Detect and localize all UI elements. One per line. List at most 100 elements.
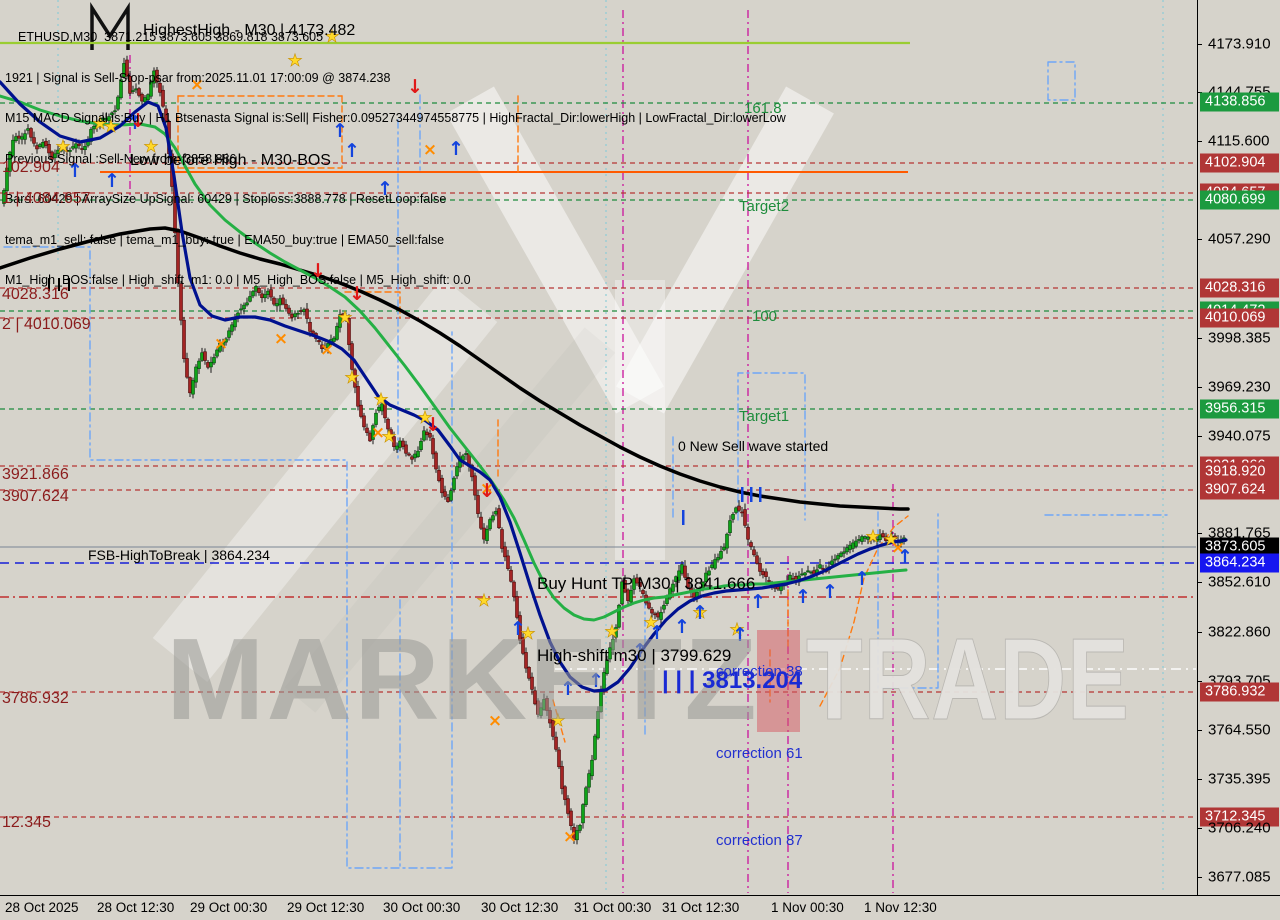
axis-tick xyxy=(1198,877,1202,878)
svg-text:↑: ↑ xyxy=(127,112,143,134)
x-axis-label: 1 Nov 00:30 xyxy=(771,900,844,915)
fib-100-label: 100 xyxy=(752,308,778,325)
svg-text:★: ★ xyxy=(324,27,339,47)
x-axis-label: 30 Oct 00:30 xyxy=(383,900,461,915)
axis-tick xyxy=(1198,582,1202,583)
y-axis-label: 3677.085 xyxy=(1208,868,1271,886)
axis-tick xyxy=(1198,338,1202,339)
svg-text:×: × xyxy=(480,479,494,499)
buy-hunt-tp-label: Buy Hunt TP M30 | 3841.666 xyxy=(537,574,756,593)
ma-navy-line xyxy=(0,80,908,693)
high-shift-label: High-shift m30 | 3799.629 xyxy=(537,646,732,665)
svg-text:↑: ↑ xyxy=(332,120,348,142)
y-axis-price-badge: 3864.234 xyxy=(1200,553,1279,573)
left-price-label: 102.904 xyxy=(2,159,60,176)
svg-text:×: × xyxy=(274,329,288,349)
svg-text:↑: ↑ xyxy=(104,170,120,192)
indicator-info-panel: ETHUSD,M30 3871.215 3873.605 3869.818 38… xyxy=(5,4,786,315)
correction-61-label: correction 61 xyxy=(716,745,803,762)
svg-text:★: ★ xyxy=(344,368,359,388)
y-axis-price-badge: 4102.904 xyxy=(1200,153,1279,173)
svg-text:↑: ↑ xyxy=(674,616,690,638)
y-axis-price-badge: 4138.856 xyxy=(1200,92,1279,112)
low-before-high-label: Low before High - M30-BOS xyxy=(130,152,331,169)
axis-tick xyxy=(1198,533,1202,534)
y-axis-label: 3822.860 xyxy=(1208,623,1271,641)
axis-tick xyxy=(1198,436,1202,437)
y-axis-label: 3998.385 xyxy=(1208,329,1271,347)
svg-text:↑: ↑ xyxy=(510,618,526,640)
svg-text:↑: ↑ xyxy=(649,622,665,644)
svg-text:↑: ↑ xyxy=(795,586,811,608)
svg-text:★: ★ xyxy=(604,622,619,642)
axis-tick xyxy=(1198,828,1202,829)
target2-label: Target2 xyxy=(739,198,790,215)
svg-text:×: × xyxy=(891,538,905,558)
macd-fisher-line: M15 MACD Signal is:Buy | H1 Btsenasta Si… xyxy=(5,111,786,125)
left-price-label: 1 | 4084.657 xyxy=(2,190,91,207)
svg-text:★: ★ xyxy=(692,603,707,623)
svg-text:↑: ↑ xyxy=(822,581,838,603)
star-signal-markers: ★★★★★★★★★★★★★★★ ★ ★★★ ★ xyxy=(55,27,899,732)
watermark-red-bar xyxy=(757,630,800,732)
bars-stoploss-line: Bars: 60429 | ArraySize UpSignal: 60429 … xyxy=(5,192,447,206)
cross-exit-markers: × × × × × × × × × × xyxy=(190,75,905,847)
x-axis-label: 30 Oct 12:30 xyxy=(481,900,559,915)
svg-text:★: ★ xyxy=(55,137,70,157)
svg-text:★: ★ xyxy=(520,624,535,644)
svg-text:↑: ↑ xyxy=(560,678,576,700)
svg-text:★: ★ xyxy=(550,711,565,731)
svg-text:×: × xyxy=(190,75,204,95)
left-price-label: 3921.866 xyxy=(2,466,69,483)
svg-text:★: ★ xyxy=(729,620,744,640)
axis-tick xyxy=(1198,141,1202,142)
ma-black-line xyxy=(0,226,910,511)
svg-text:↑: ↑ xyxy=(344,140,360,162)
svg-text:↓: ↓ xyxy=(130,110,146,132)
time-axis[interactable]: 28 Oct 2025 28 Oct 12:30 29 Oct 00:30 29 Oc… xyxy=(0,895,1280,920)
watermark-brand-left: MARKETZ xyxy=(166,614,759,744)
svg-text:★: ★ xyxy=(337,308,352,328)
blue-tick-markers xyxy=(682,487,762,525)
svg-text:↑: ↑ xyxy=(632,640,648,662)
y-axis-price-badge: 3712.345 xyxy=(1200,807,1279,827)
svg-text:★: ★ xyxy=(865,527,880,547)
left-price-label: 3907.624 xyxy=(2,488,69,505)
svg-text:★: ★ xyxy=(643,613,658,633)
svg-text:★: ★ xyxy=(373,390,388,410)
svg-text:↑: ↑ xyxy=(692,602,708,624)
svg-text:↑: ↑ xyxy=(448,138,464,160)
svg-text:↑: ↑ xyxy=(854,568,870,590)
y-axis-label: 3881.765 xyxy=(1208,524,1271,542)
y-axis-price-badge: 4010.069 xyxy=(1200,308,1279,328)
left-price-label: 3786.932 xyxy=(2,690,69,707)
axis-tick xyxy=(1198,387,1202,388)
y-axis-price-badge: 4080.699 xyxy=(1200,190,1279,210)
svg-text:↓: ↓ xyxy=(425,414,441,436)
svg-text:×: × xyxy=(423,140,437,160)
horizontal-level-lines xyxy=(0,41,1196,818)
y-axis-label: 4115.600 xyxy=(1208,132,1270,150)
svg-text:↑: ↑ xyxy=(732,624,748,646)
target1-label: Target1 xyxy=(739,408,790,425)
correction-87-label: correction 87 xyxy=(716,832,803,849)
x-axis-label: 1 Nov 12:30 xyxy=(864,900,937,915)
black-tick-markers xyxy=(48,278,70,291)
background-logo-watermark xyxy=(152,86,834,682)
previous-signal-line: Previous Signal :Sell-New from: 3858.886 xyxy=(5,151,237,166)
svg-text:↓: ↓ xyxy=(349,283,365,305)
watermark-brand-right: TRADE xyxy=(806,614,1130,745)
axis-tick xyxy=(1198,44,1202,45)
axis-tick xyxy=(1198,681,1202,682)
symbol-ohlc-line: ETHUSD,M30 3871.215 3873.605 3869.818 38… xyxy=(18,30,324,44)
svg-text:×: × xyxy=(371,423,385,443)
left-price-label: 4028.316 xyxy=(2,286,69,303)
ma-green-line xyxy=(0,94,908,622)
y-axis-label: 3969.230 xyxy=(1208,378,1271,396)
svg-text:↑: ↑ xyxy=(897,546,913,568)
left-price-label: 12.345 xyxy=(2,814,51,831)
price-axis[interactable]: 4173.9104144.7554138.8564115.6004102.904… xyxy=(1197,0,1280,895)
left-price-label: 2 | 4010.069 xyxy=(2,316,91,333)
svg-text:★: ★ xyxy=(92,114,107,134)
